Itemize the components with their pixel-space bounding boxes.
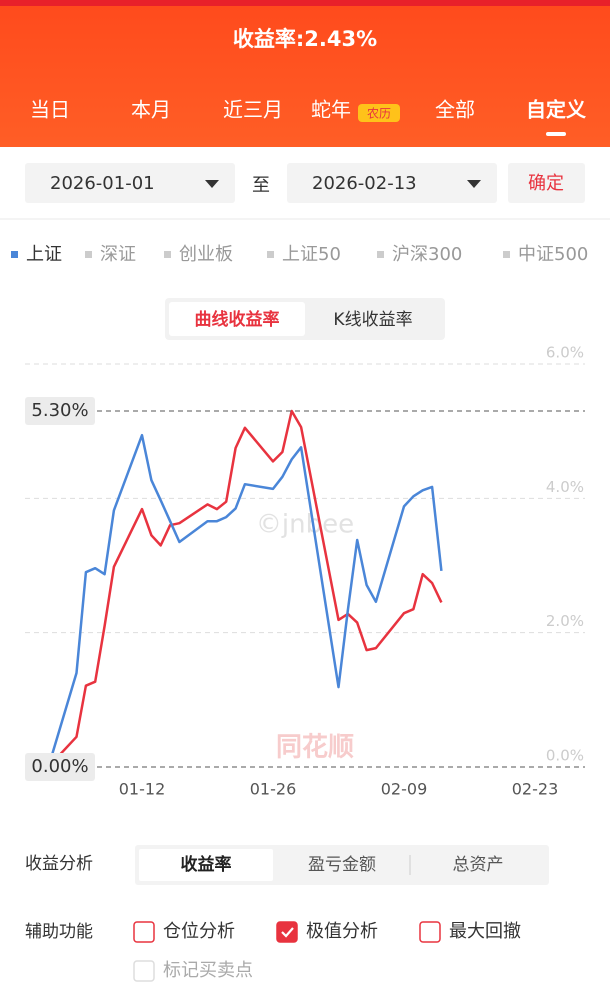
y-tick-label: 0.0%	[546, 747, 584, 765]
header-title: 收益率:2.43%	[233, 27, 377, 51]
checkbox[interactable]	[276, 921, 298, 943]
extreme-label: 5.30%	[31, 400, 88, 421]
period-tab[interactable]: 本月	[131, 98, 171, 122]
date-text: 2026-01-01	[50, 173, 155, 194]
checkbox[interactable]	[419, 921, 441, 943]
y-tick-label: 6.0%	[546, 344, 584, 362]
legend-dot	[503, 251, 510, 258]
tab-indicator	[546, 132, 566, 136]
extreme-label-bg	[25, 753, 95, 781]
tool-option[interactable]: 仓位分析	[163, 921, 235, 942]
series-line	[47, 409, 443, 768]
legend-dot	[267, 251, 274, 258]
series-line	[47, 433, 443, 768]
legend-dot	[85, 251, 92, 258]
x-tick-label: 01-12	[119, 780, 166, 799]
benchmark-item[interactable]: 创业板	[179, 244, 233, 265]
x-tick-label: 01-26	[250, 780, 297, 799]
benchmark-item[interactable]: 中证500	[518, 244, 588, 265]
badge-bg	[358, 104, 400, 122]
header-bg	[0, 0, 610, 147]
mode-selected	[169, 302, 305, 336]
extreme-label: 0.00%	[31, 756, 88, 777]
legend-dot	[164, 251, 171, 258]
x-tick-label: 02-09	[381, 780, 428, 799]
period-tab[interactable]: 全部	[435, 98, 475, 122]
benchmark-item[interactable]: 深证	[100, 244, 136, 265]
y-tick-label: 4.0%	[546, 478, 584, 496]
tool-option[interactable]: 极值分析	[306, 921, 378, 942]
extreme-label-bg	[25, 397, 95, 426]
mode-item[interactable]: K线收益率	[333, 310, 412, 330]
dropdown-arrow	[205, 180, 219, 188]
date-box[interactable]	[25, 163, 235, 203]
badge: 农历	[367, 107, 391, 121]
checkbox	[133, 960, 155, 982]
checkbox[interactable]	[133, 921, 155, 943]
tool-option[interactable]: 最大回撤	[449, 921, 521, 942]
checkmark	[281, 927, 294, 938]
period-tab[interactable]: 当日	[30, 98, 70, 122]
tool-option: 标记买卖点	[163, 960, 253, 981]
analysis-option[interactable]: 盈亏金额	[308, 855, 376, 875]
dropdown-arrow	[467, 180, 481, 188]
benchmark-item[interactable]: 上证50	[282, 244, 341, 265]
watermark: 同花顺	[276, 733, 354, 763]
x-tick-label: 02-23	[512, 780, 559, 799]
watermark: ©jnbee	[256, 510, 354, 540]
separator-text: 至	[252, 175, 270, 196]
mode-item[interactable]: 曲线收益率	[195, 309, 280, 330]
date-box[interactable]	[287, 163, 497, 203]
y-tick-label: 2.0%	[546, 612, 584, 630]
benchmark-item[interactable]: 上证	[26, 244, 62, 265]
period-tab[interactable]: 自定义	[526, 98, 586, 122]
status-strip	[0, 0, 610, 6]
period-tab[interactable]: 蛇年	[311, 98, 351, 122]
analysis-option[interactable]: 总资产	[453, 855, 504, 875]
benchmark-item[interactable]: 沪深300	[392, 244, 462, 265]
date-text: 2026-02-13	[312, 173, 417, 194]
confirm-bg[interactable]	[508, 163, 585, 203]
legend-dot	[377, 251, 384, 258]
confirm-button[interactable]: 确定	[528, 173, 564, 194]
analysis-selected	[139, 849, 273, 881]
analysis-label: 收益分析	[25, 854, 93, 874]
legend-dot	[11, 251, 18, 258]
tools-label: 辅助功能	[25, 922, 93, 942]
separator	[0, 218, 610, 220]
analysis-option[interactable]: 收益率	[181, 854, 232, 875]
period-tab[interactable]: 近三月	[223, 98, 283, 122]
